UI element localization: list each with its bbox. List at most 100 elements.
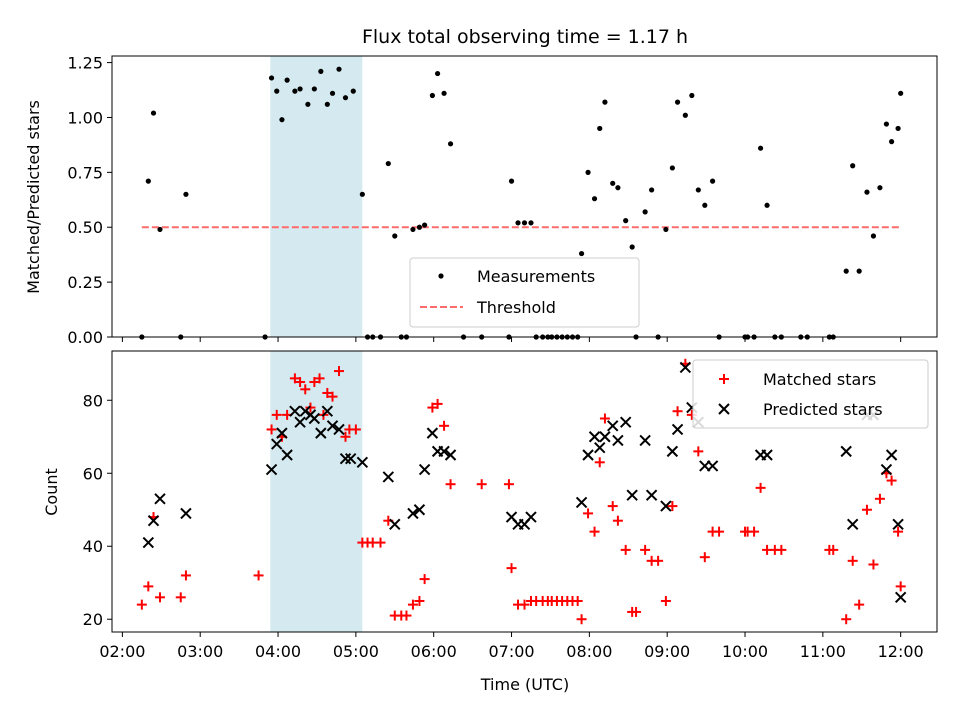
predicted-star-point	[588, 431, 601, 443]
legend-predicted-label: Predicted stars	[763, 400, 883, 419]
measurement-point	[329, 90, 336, 96]
measurement-point	[447, 141, 454, 147]
predicted-star-point	[407, 507, 419, 520]
matched-star-point	[828, 544, 839, 555]
legend-predicted-marker	[718, 403, 730, 415]
bottom-shaded-window	[270, 351, 363, 632]
predicted-star-point	[679, 361, 692, 374]
matched-star-point	[327, 391, 338, 402]
x-tick-label: 08:00	[566, 642, 612, 661]
measurement-point	[350, 88, 356, 94]
predicted-star-point	[147, 514, 160, 527]
matched-star-point	[143, 581, 154, 592]
predicted-star-point	[418, 463, 431, 476]
matched-star-point	[589, 526, 600, 537]
x-tick-label: 09:00	[644, 642, 690, 661]
predicted-star-point	[671, 423, 684, 436]
measurement-point	[422, 222, 428, 228]
measurement-point	[629, 244, 635, 250]
measurement-point	[284, 77, 290, 83]
measurement-point	[877, 185, 883, 191]
matched-star-point	[180, 570, 191, 581]
bottom-y-tick-label: 20	[83, 610, 103, 629]
measurement-point	[623, 218, 629, 224]
predicted-star-point	[281, 449, 293, 461]
top-y-tick-label: 0.50	[67, 218, 103, 237]
measurement-point	[843, 268, 849, 274]
x-tick-label: 04:00	[255, 642, 301, 661]
matched-star-point	[375, 537, 386, 548]
top-y-tick-label: 0.75	[67, 163, 103, 182]
measurement-point	[311, 86, 317, 92]
predicted-star-point	[607, 420, 619, 432]
matched-star-point	[309, 377, 320, 388]
matched-star-point	[414, 595, 425, 606]
predicted-star-point	[880, 463, 893, 476]
matched-star-point	[419, 574, 430, 585]
measurement-point	[649, 187, 655, 193]
x-tick-label: 03:00	[177, 642, 223, 661]
measurement-point	[521, 220, 528, 226]
bottom-y-tick-label: 60	[83, 464, 103, 483]
matched-star-point	[854, 599, 865, 610]
matched-star-point	[861, 504, 872, 515]
measurement-point	[895, 125, 901, 132]
predicted-star-point	[626, 489, 638, 501]
measurement-point	[610, 180, 616, 186]
measurement-point	[150, 110, 157, 116]
matched-star-point	[300, 384, 311, 395]
matched-star-point	[886, 475, 897, 486]
measurement-point	[870, 233, 877, 239]
x-axis-label: Time (UTC)	[480, 675, 569, 694]
predicted-star-point	[666, 445, 679, 458]
matched-star-point	[340, 431, 351, 442]
matched-star-point	[714, 526, 725, 537]
predicted-star-point	[846, 518, 859, 531]
predicted-star-point	[276, 427, 288, 439]
matched-star-point	[432, 398, 443, 409]
measurement-point	[268, 75, 275, 81]
matched-star-point	[506, 563, 517, 574]
matched-star-point	[322, 387, 333, 398]
matched-star-point	[874, 493, 885, 504]
matched-star-point	[660, 595, 671, 606]
x-tick-label: 10:00	[722, 642, 768, 661]
matched-star-point	[576, 614, 587, 625]
matched-star-point	[631, 606, 642, 617]
matched-star-point	[305, 402, 316, 413]
matched-star-point	[847, 555, 858, 566]
measurement-point	[757, 145, 764, 151]
predicted-star-point	[315, 427, 327, 439]
predicted-star-point	[289, 405, 301, 417]
matched-star-point	[289, 373, 300, 384]
measurement-point	[336, 66, 342, 72]
legend-matched-label: Matched stars	[763, 370, 876, 389]
matched-star-point	[672, 406, 683, 417]
predicted-star-point	[265, 463, 278, 476]
measurement-point	[508, 178, 515, 184]
measurement-point	[669, 165, 675, 171]
measurement-point	[682, 112, 688, 118]
matched-star-point	[407, 599, 418, 610]
measurement-point	[615, 185, 621, 191]
predicted-star-point	[594, 442, 606, 454]
legend-measurements-marker	[438, 273, 444, 279]
measurement-point	[157, 226, 163, 233]
matched-star-point	[476, 479, 487, 490]
predicted-star-point	[645, 489, 658, 501]
measurement-point	[528, 220, 534, 226]
predicted-star-point	[761, 449, 773, 461]
predicted-star-point	[413, 504, 426, 516]
matched-star-point	[868, 559, 879, 570]
measurement-point	[515, 220, 521, 226]
matched-star-point	[693, 446, 704, 457]
measurement-point	[429, 92, 436, 99]
predicted-star-point	[356, 456, 369, 469]
x-tick-label: 06:00	[411, 642, 457, 661]
top-shaded-window	[270, 56, 363, 337]
top-panel: 0.00 0.25 0.50 0.75 1.00 1.25 Matched/Predict…	[24, 54, 938, 347]
matched-star-point	[266, 424, 277, 435]
bottom-y-axis-label: Count	[42, 468, 61, 516]
bottom-marks	[136, 358, 907, 625]
